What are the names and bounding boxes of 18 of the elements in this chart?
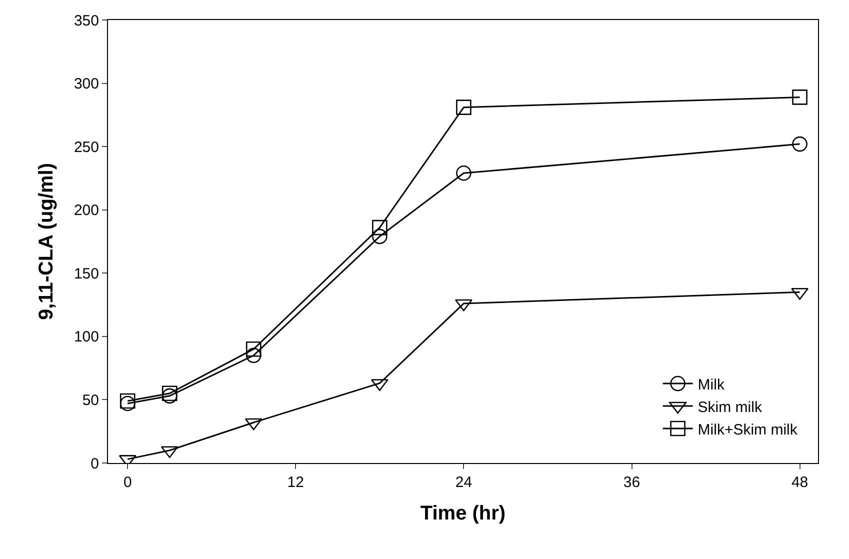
x-tick-label: 36 — [623, 474, 640, 491]
y-tick-label: 100 — [74, 328, 99, 346]
x-tick-label: 12 — [287, 474, 304, 491]
y-tick-label: 350 — [74, 12, 99, 30]
y-tick-label: 300 — [74, 76, 99, 93]
legend-label: Skim milk — [698, 398, 762, 416]
y-tick-label: 150 — [74, 265, 99, 282]
x-tick-label: 24 — [455, 474, 472, 491]
x-axis-title: Time (hr) — [420, 502, 506, 524]
legend-label: Milk — [698, 376, 725, 394]
x-tick-label: 0 — [123, 474, 132, 491]
legend-label: Milk+Skim milk — [698, 421, 798, 438]
y-tick-label: 250 — [74, 138, 99, 156]
y-axis-title: 9,11-CLA (ug/ml) — [35, 162, 58, 320]
y-tick-label: 50 — [82, 392, 99, 409]
y-tick-label: 0 — [90, 455, 99, 472]
y-tick-label: 200 — [74, 202, 99, 220]
x-tick-label: 48 — [791, 474, 808, 491]
